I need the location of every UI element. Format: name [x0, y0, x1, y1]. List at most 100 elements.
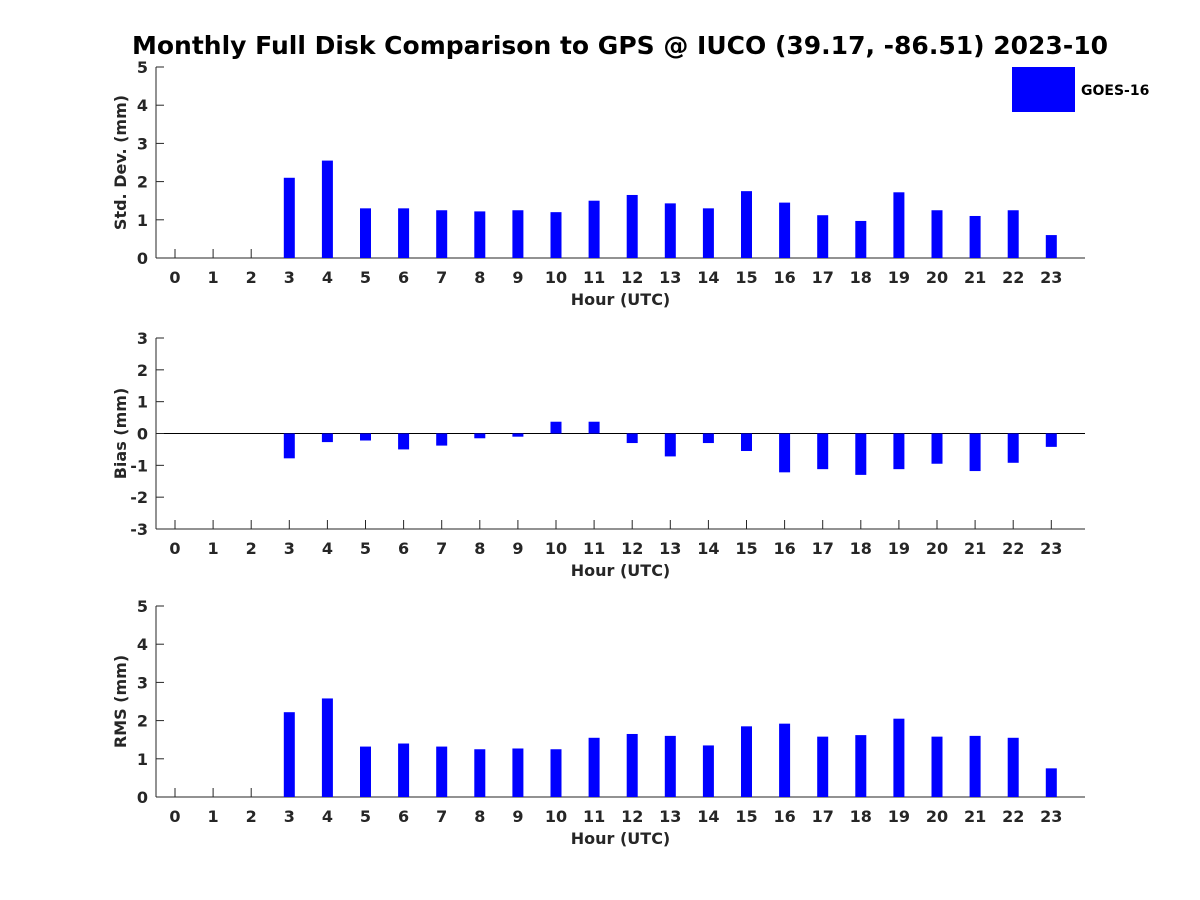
bar — [474, 749, 486, 797]
legend: GOES-16 — [1012, 67, 1149, 112]
bar — [855, 220, 867, 258]
x-tick-label: 3 — [284, 268, 295, 287]
x-tick-label: 4 — [322, 539, 333, 558]
chart-title: Monthly Full Disk Comparison to GPS @ IU… — [132, 31, 1108, 60]
y-tick-label: 5 — [137, 597, 148, 616]
bar — [817, 736, 829, 797]
y-tick-label: 0 — [137, 788, 148, 807]
bar — [512, 748, 524, 797]
y-tick-label: 0 — [137, 425, 148, 444]
x-tick-label: 9 — [512, 268, 523, 287]
x-tick-label: 1 — [208, 268, 219, 287]
x-tick-label: 13 — [659, 539, 681, 558]
bar — [321, 698, 333, 797]
bar — [550, 212, 562, 258]
bar — [436, 433, 448, 446]
x-tick-label: 7 — [436, 268, 447, 287]
x-tick-label: 17 — [812, 807, 834, 826]
x-tick-label: 11 — [583, 807, 605, 826]
x-tick-label: 19 — [888, 268, 910, 287]
x-tick-label: 13 — [659, 268, 681, 287]
bar — [283, 712, 295, 797]
x-tick-label: 8 — [474, 807, 485, 826]
x-tick-label: 8 — [474, 268, 485, 287]
x-tick-label: 0 — [169, 807, 180, 826]
y-tick-label: 3 — [137, 134, 148, 153]
bar — [664, 735, 676, 797]
bar — [779, 723, 791, 797]
bar — [931, 433, 943, 464]
bar — [817, 215, 829, 258]
bar — [779, 433, 791, 473]
x-tick-label: 11 — [583, 539, 605, 558]
x-tick-label: 19 — [888, 807, 910, 826]
x-tick-label: 4 — [322, 807, 333, 826]
x-tick-label: 15 — [735, 807, 757, 826]
x-tick-label: 22 — [1002, 268, 1024, 287]
y-tick-label: 1 — [137, 211, 148, 230]
bar — [588, 737, 600, 797]
y-tick-label: 2 — [137, 712, 148, 731]
x-tick-label: 2 — [246, 807, 257, 826]
x-tick-label: 15 — [735, 268, 757, 287]
x-tick-label: 14 — [697, 539, 719, 558]
x-tick-label: 10 — [545, 268, 567, 287]
x-tick-label: 21 — [964, 807, 986, 826]
bar — [664, 433, 676, 457]
bar — [1007, 210, 1019, 258]
y-tick-label: -3 — [130, 520, 148, 539]
bar — [512, 433, 524, 437]
x-axis-label: Hour (UTC) — [571, 561, 671, 580]
x-tick-label: 9 — [512, 539, 523, 558]
x-tick-label: 3 — [284, 539, 295, 558]
bar — [969, 735, 981, 797]
x-tick-label: 21 — [964, 539, 986, 558]
x-tick-label: 20 — [926, 807, 948, 826]
x-axis-label: Hour (UTC) — [571, 829, 671, 848]
bar — [474, 433, 486, 439]
bar — [1045, 235, 1057, 258]
x-tick-label: 14 — [697, 807, 719, 826]
x-tick-label: 11 — [583, 268, 605, 287]
x-tick-label: 6 — [398, 539, 409, 558]
x-tick-label: 22 — [1002, 807, 1024, 826]
x-tick-label: 7 — [436, 807, 447, 826]
bar — [702, 433, 714, 444]
y-tick-label: -1 — [130, 456, 148, 475]
bar — [969, 215, 981, 258]
bar — [398, 433, 410, 450]
bar — [664, 203, 676, 258]
bar — [588, 200, 600, 258]
x-tick-label: 7 — [436, 539, 447, 558]
x-tick-label: 17 — [812, 539, 834, 558]
x-tick-label: 18 — [850, 539, 872, 558]
bar — [360, 208, 371, 258]
bar — [550, 421, 562, 434]
x-tick-label: 1 — [208, 539, 219, 558]
x-tick-label: 23 — [1040, 268, 1062, 287]
x-tick-label: 8 — [474, 539, 485, 558]
bar — [588, 421, 600, 434]
x-tick-label: 2 — [246, 268, 257, 287]
y-tick-label: -2 — [130, 488, 148, 507]
bar — [741, 433, 752, 452]
y-axis-label: RMS (mm) — [111, 655, 130, 748]
bar — [817, 433, 829, 470]
x-tick-label: 20 — [926, 539, 948, 558]
bar — [1007, 737, 1019, 797]
x-tick-label: 18 — [850, 807, 872, 826]
bar — [931, 210, 943, 258]
y-axis-label: Std. Dev. (mm) — [111, 95, 130, 230]
bar — [398, 208, 410, 258]
bar — [702, 745, 714, 797]
x-tick-label: 16 — [773, 539, 795, 558]
bar — [321, 160, 333, 258]
x-tick-label: 16 — [773, 268, 795, 287]
bar — [626, 733, 638, 797]
bar — [283, 177, 295, 258]
x-tick-label: 10 — [545, 539, 567, 558]
x-tick-label: 23 — [1040, 807, 1062, 826]
y-tick-label: 4 — [137, 96, 148, 115]
